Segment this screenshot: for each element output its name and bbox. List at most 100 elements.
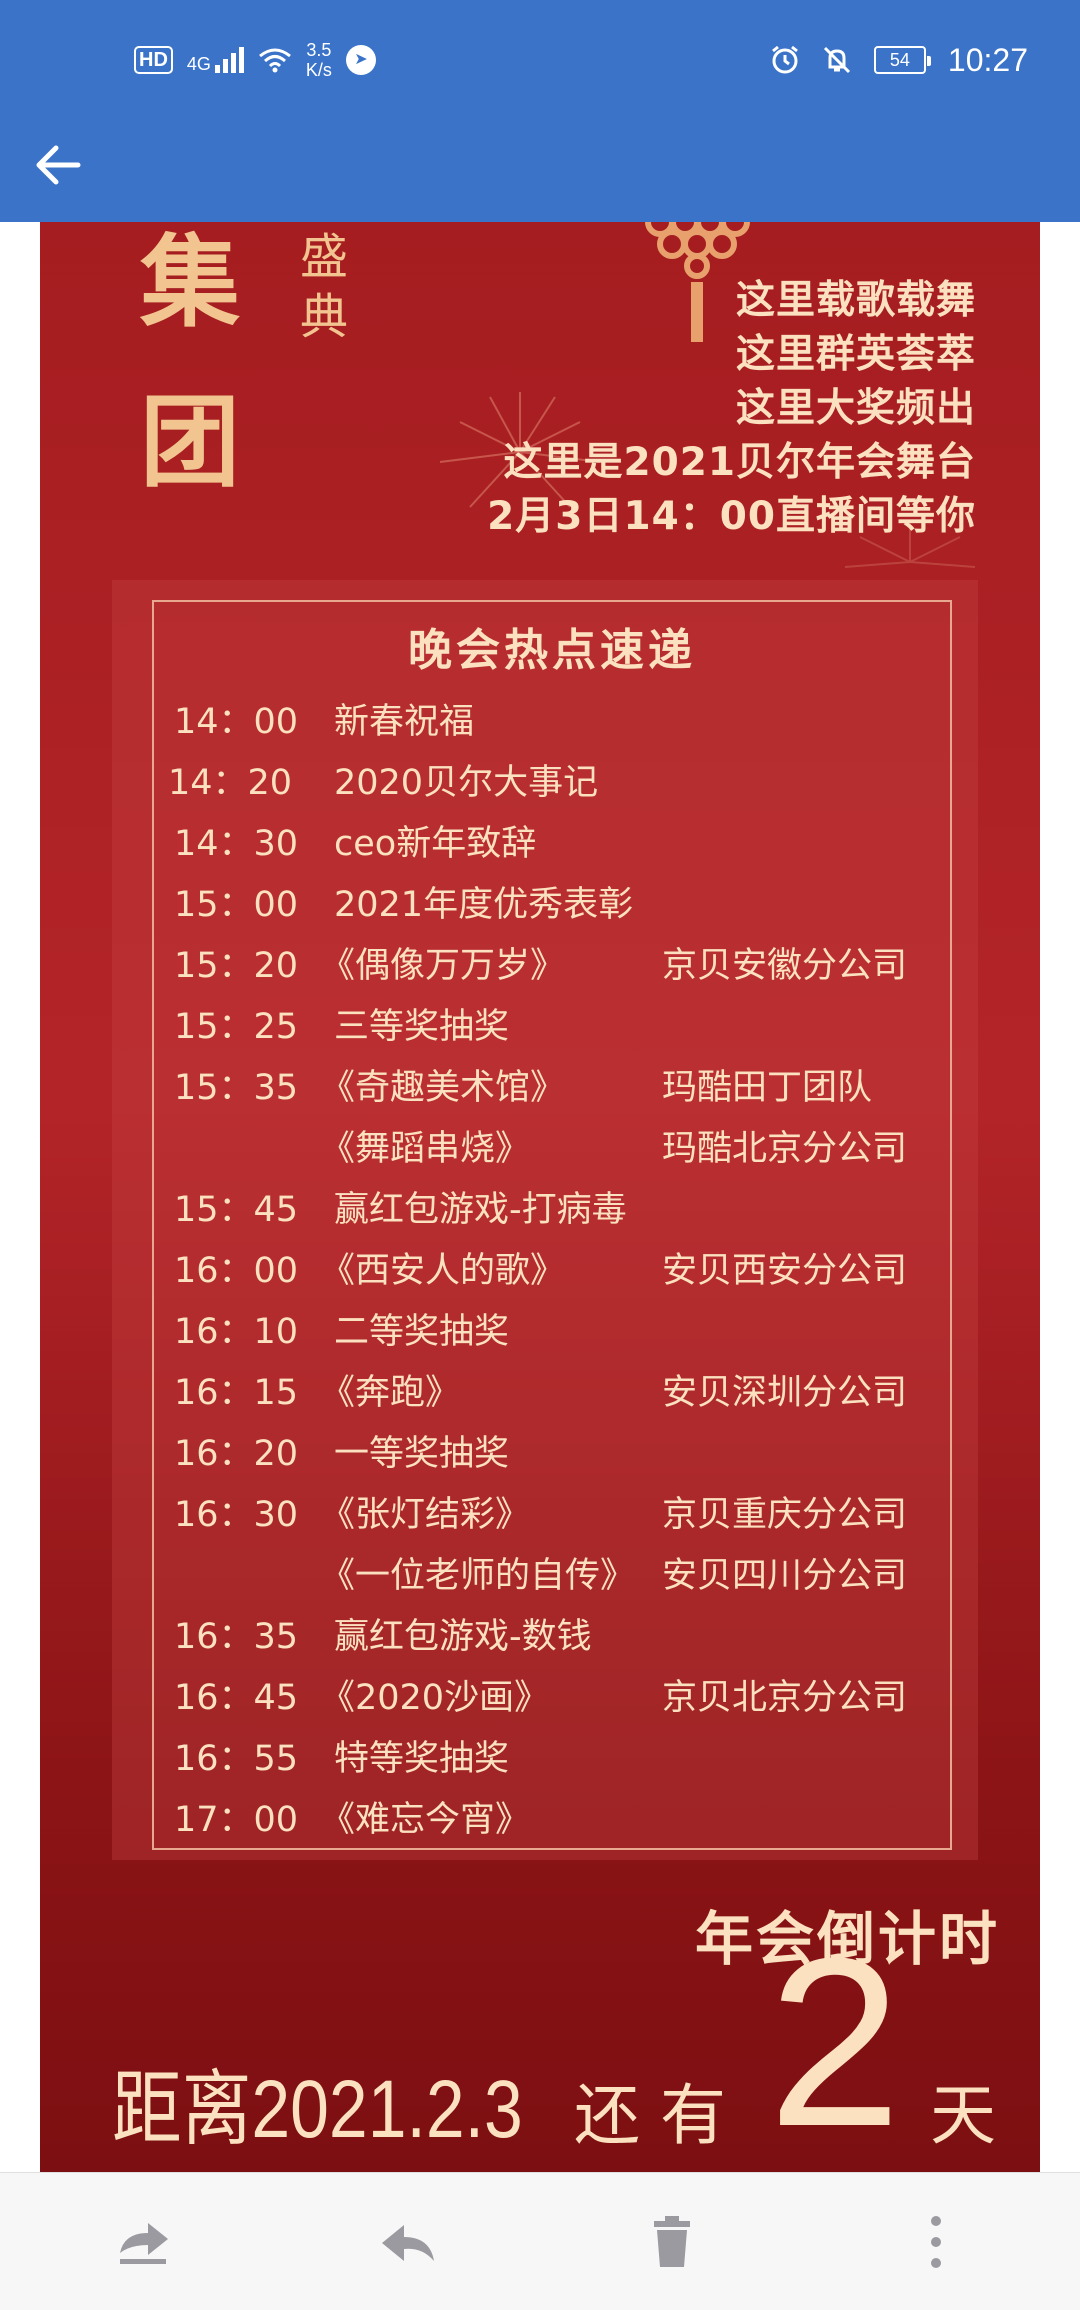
arrow-left-icon[interactable] (28, 135, 88, 195)
header-sub-char: 典 (300, 289, 349, 345)
program-time: 15：35 (174, 1068, 299, 1108)
battery-icon: 54 (873, 46, 931, 74)
slogan-line: 这里是2021贝尔年会舞台 (503, 440, 976, 485)
program-name: 一等奖抽奖 (334, 1434, 510, 1474)
countdown-title: 年会倒计时 (694, 1905, 1000, 1973)
program-org: 京贝重庆分公司 (662, 1495, 908, 1535)
reply-icon (382, 2225, 434, 2261)
program-time: 16：45 (174, 1678, 299, 1718)
program-time: 15：20 (174, 946, 299, 986)
program-name: 《张灯结彩》 (320, 1495, 531, 1535)
firework-decoration (844, 522, 976, 568)
program-row: 15：45 赢红包游戏-打病毒 (40, 1180, 1040, 1240)
program-name: 《一位老师的自传》 (320, 1556, 636, 1596)
forward-button[interactable] (84, 2173, 204, 2310)
more-vertical-icon (931, 2216, 941, 2268)
program-row: 17：00 《难忘今宵》 (40, 1790, 1040, 1850)
program-name: 赢红包游戏-打病毒 (334, 1190, 627, 1230)
network-speed: 3.5 K/s (306, 40, 332, 80)
program-name: 《奔跑》 (320, 1373, 461, 1413)
program-time: 17：00 (174, 1800, 299, 1840)
delete-button[interactable] (612, 2173, 732, 2310)
program-name: 特等奖抽奖 (334, 1739, 510, 1779)
header-sub-char: 盛 (300, 229, 349, 285)
program-name: 《西安人的歌》 (320, 1251, 566, 1291)
poster-image: 集 团 盛 典 这里载歌载舞 这里群英荟萃 这里大奖频出 这里是2021贝尔年会… (40, 222, 1040, 2172)
program-name: 《2020沙画》 (320, 1678, 550, 1718)
mute-bell-icon (823, 46, 850, 74)
program-name: 《奇趣美术馆》 (320, 1068, 566, 1108)
reply-button[interactable] (348, 2173, 468, 2310)
program-row: 15：35 《奇趣美术馆》 玛酷田丁团队 (40, 1058, 1040, 1118)
alarm-icon (771, 45, 798, 74)
program-time: 15：45 (174, 1190, 299, 1230)
program-name: 2020贝尔大事记 (334, 763, 599, 803)
program-name: 二等奖抽奖 (334, 1312, 510, 1352)
program-row: 15：25 三等奖抽奖 (40, 997, 1040, 1057)
program-org: 安贝西安分公司 (662, 1251, 908, 1291)
bottom-action-bar (0, 2172, 1080, 2310)
program-time: 16：30 (174, 1495, 299, 1535)
program-row: 14：00 新春祝福 (40, 692, 1040, 752)
firework-decoration (439, 392, 601, 508)
program-panel (112, 580, 978, 1860)
program-row: 16：20 一等奖抽奖 (40, 1424, 1040, 1484)
poster-slogans: 这里载歌载舞 这里群英荟萃 这里大奖频出 这里是2021贝尔年会舞台 2月3日1… (487, 274, 976, 544)
navigation-icon: ➤ (345, 45, 376, 75)
program-name: 《舞蹈串烧》 (320, 1129, 531, 1169)
chinese-knot-icon (645, 222, 750, 342)
header-char: 集 (140, 223, 240, 341)
program-time: 16：15 (174, 1373, 299, 1413)
countdown-still: 还有 (574, 2077, 746, 2154)
program-row: 《一位老师的自传》 安贝四川分公司 (40, 1546, 1040, 1606)
program-time: 16：20 (174, 1434, 299, 1474)
program-time: 14：00 (174, 702, 299, 742)
countdown-prefix: 距离2021.2.3 (112, 2064, 523, 2155)
poster-header-sub: 盛 典 (300, 227, 348, 347)
program-row: 15：00 2021年度优秀表彰 (40, 875, 1040, 935)
program-row: 14：20 2020贝尔大事记 (40, 753, 1040, 813)
program-row: 16：30 《张灯结彩》 京贝重庆分公司 (40, 1485, 1040, 1545)
program-time: 14：30 (174, 824, 299, 864)
program-time: 16：00 (174, 1251, 299, 1291)
program-name: 2021年度优秀表彰 (334, 885, 634, 925)
speed-unit: K/s (305, 60, 332, 80)
program-row: 16：15 《奔跑》 安贝深圳分公司 (40, 1363, 1040, 1423)
program-row: 16：45 《2020沙画》 京贝北京分公司 (40, 1668, 1040, 1728)
program-row: 16：10 二等奖抽奖 (40, 1302, 1040, 1362)
program-time: 16：55 (174, 1739, 299, 1779)
program-name: ceo新年致辞 (334, 824, 537, 864)
program-row: 16：35 赢红包游戏-数钱 (40, 1607, 1040, 1667)
countdown-unit: 天 (930, 2077, 996, 2154)
signal-icon (214, 47, 244, 73)
more-button[interactable] (876, 2173, 996, 2310)
program-row: 15：20 《偶像万万岁》 京贝安徽分公司 (40, 936, 1040, 996)
signal-group: 4G (187, 47, 244, 73)
trash-icon (654, 2216, 690, 2267)
program-time: 14：20 (168, 763, 293, 803)
slogan-line: 这里大奖频出 (735, 386, 976, 431)
program-time: 15：00 (174, 885, 299, 925)
poster-header-left: 集 团 (140, 222, 240, 502)
program-name: 三等奖抽奖 (334, 1007, 510, 1047)
clock: 10:27 (947, 41, 1028, 78)
hd-badge: HD (134, 46, 173, 74)
program-panel-border (152, 600, 952, 1850)
program-time: 16：35 (174, 1617, 299, 1657)
program-org: 京贝安徽分公司 (662, 946, 908, 986)
program-row: 《舞蹈串烧》 玛酷北京分公司 (40, 1119, 1040, 1179)
program-time: 16：10 (174, 1312, 299, 1352)
status-bar: HD 4G 3.5 K/s ➤ (0, 0, 1080, 120)
forward-icon (120, 2223, 168, 2264)
program-name: 新春祝福 (334, 702, 475, 742)
countdown-number: 2 (768, 1908, 902, 2172)
program-org: 安贝深圳分公司 (662, 1373, 908, 1413)
program-name: 《偶像万万岁》 (320, 946, 566, 986)
app-bar: HD 4G 3.5 K/s ➤ (0, 0, 1080, 222)
program-row: 16：55 特等奖抽奖 (40, 1729, 1040, 1789)
network-type: 4G (186, 54, 211, 74)
program-org: 京贝北京分公司 (662, 1678, 908, 1718)
slogan-line: 这里群英荟萃 (735, 332, 976, 377)
program-org: 玛酷北京分公司 (662, 1129, 908, 1169)
program-name: 《难忘今宵》 (320, 1800, 531, 1840)
